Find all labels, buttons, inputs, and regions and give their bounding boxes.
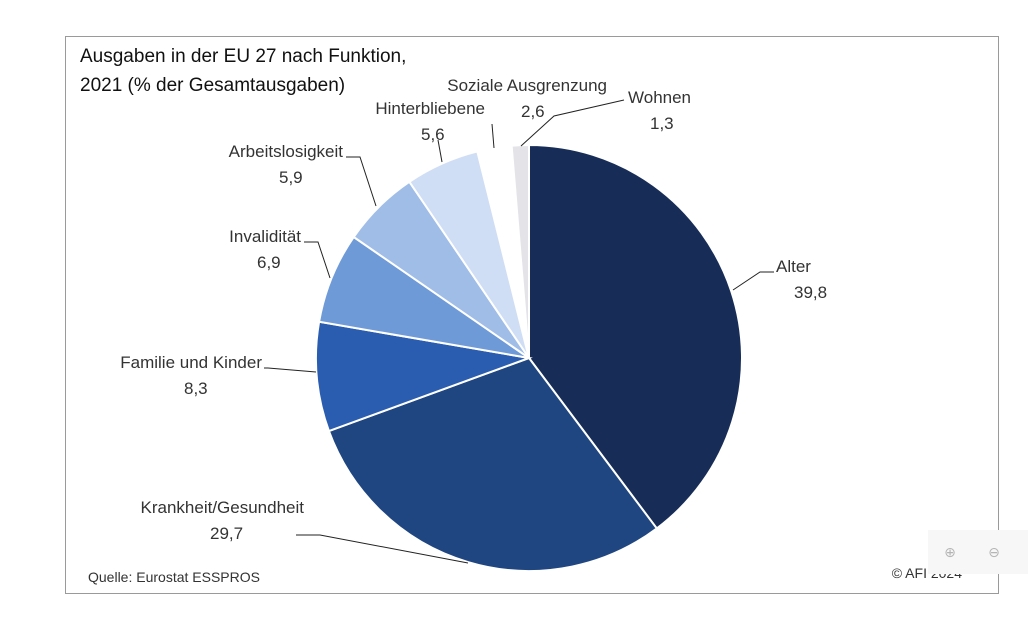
leader-line-0 [732,271,774,291]
leader-line-5 [437,139,443,163]
leader-line-4 [346,156,377,207]
slice-label-3: Invalidität [229,227,301,246]
zoom-controls: ⊕ ⊖ [928,530,1028,574]
slice-value-7: 1,3 [650,114,674,133]
slice-value-1: 29,7 [210,524,243,543]
leader-line-1 [296,534,469,564]
slice-label-6: Soziale Ausgrenzung [447,76,607,95]
zoom-in-icon[interactable]: ⊕ [944,544,956,560]
leader-line-3 [304,241,331,279]
pie-slice-0 [528,143,743,530]
pie-slices [315,143,743,572]
leader-line-6 [491,123,495,149]
leader-line-7 [520,99,625,147]
source-note: Quelle: Eurostat ESSPROS [88,569,260,585]
slice-label-2: Familie und Kinder [120,353,262,372]
slice-label-1: Krankheit/Gesundheit [141,498,305,517]
pie-slice-1 [327,356,659,572]
chart-title-line-1: Ausgaben in der EU 27 nach Funktion, [80,46,406,67]
slice-label-0: Alter [776,257,811,276]
slice-value-0: 39,8 [794,283,827,302]
slice-value-4: 5,9 [279,168,303,187]
chart-title-line-2: 2021 (% der Gesamtausgaben) [80,75,345,96]
leader-line-2 [264,367,317,373]
slice-label-7: Wohnen [628,88,691,107]
pie-slice-7 [510,143,530,359]
chart-frame [65,36,999,594]
slice-value-3: 6,9 [257,253,281,272]
slice-value-5: 5,6 [421,125,445,144]
slice-value-6: 2,6 [521,102,545,121]
slice-label-5: Hinterbliebene [375,99,485,118]
slice-value-2: 8,3 [184,379,208,398]
slice-label-4: Arbeitslosigkeit [229,142,344,161]
zoom-out-icon[interactable]: ⊖ [988,544,1000,560]
slice-labels: Alter 39,8 Krankheit/Gesundheit 29,7 Familie… [120,76,827,564]
